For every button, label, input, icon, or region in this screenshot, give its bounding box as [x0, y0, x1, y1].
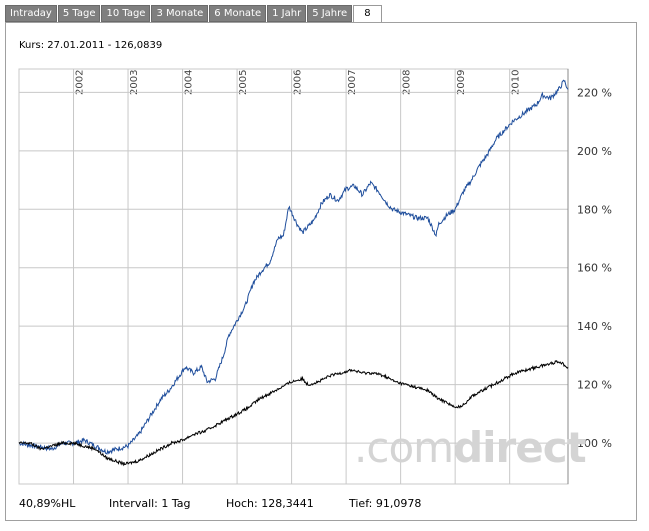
- tab-6[interactable]: 5 Jahre: [307, 5, 353, 22]
- price-label: Kurs: 27.01.2011 - 126,0839: [19, 40, 163, 51]
- tab-2[interactable]: 10 Tage: [101, 5, 151, 22]
- comdirect-watermark: .comdirect: [354, 423, 587, 472]
- x-tick-label: 2010: [511, 70, 522, 95]
- y-tick-label: 160 %: [577, 262, 612, 275]
- y-tick-label: 140 %: [577, 320, 612, 333]
- y-tick-label: 100 %: [577, 437, 612, 450]
- x-tick-label: 2009: [456, 70, 467, 95]
- chart-panel: [5, 22, 637, 521]
- tab-7[interactable]: 8: [353, 5, 382, 23]
- series-line-1: [18, 359, 569, 467]
- plot-frame: [18, 68, 569, 485]
- tab-4[interactable]: 6 Monate: [209, 5, 267, 22]
- tab-0[interactable]: Intraday: [5, 5, 57, 22]
- y-tick-label: 200 %: [577, 145, 612, 158]
- x-tick-label: 2007: [347, 70, 358, 95]
- low-value: Tief: 91,0978: [349, 497, 422, 510]
- x-tick-label: 2005: [238, 70, 249, 95]
- y-tick-label: 180 %: [577, 203, 612, 216]
- y-tick-label: 220 %: [577, 86, 612, 99]
- high-low-percent: 40,89%HL: [19, 497, 76, 510]
- series-line-0: [18, 79, 569, 455]
- x-tick-label: 2006: [293, 70, 304, 95]
- high-value: Hoch: 128,3441: [226, 497, 314, 510]
- tab-5[interactable]: 1 Jahr: [267, 5, 307, 22]
- x-tick-label: 2003: [129, 70, 140, 95]
- x-tick-label: 2008: [402, 70, 413, 95]
- y-tick-label: 120 %: [577, 379, 612, 392]
- x-tick-label: 2002: [75, 70, 86, 95]
- interval-label: Intervall: 1 Tag: [109, 497, 191, 510]
- tab-3[interactable]: 3 Monate: [151, 5, 209, 22]
- tab-1[interactable]: 5 Tage: [57, 5, 101, 22]
- x-tick-label: 2004: [184, 70, 195, 95]
- period-tabs: Intraday 5 Tage 10 Tage 3 Monate 6 Monate 1 J…: [5, 5, 383, 23]
